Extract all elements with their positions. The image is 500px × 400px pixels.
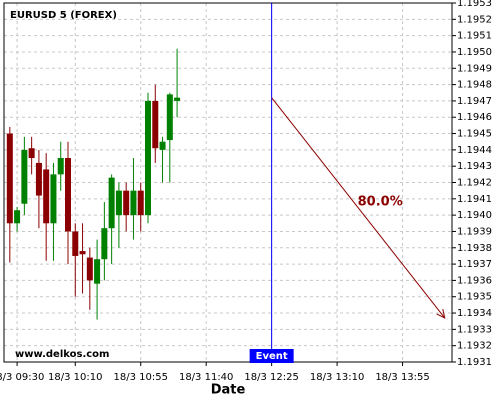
y-tick-label: 1.1931: [457, 357, 492, 368]
candle-body: [35, 162, 42, 196]
y-tick-label: 1.1936: [457, 275, 492, 286]
candle-body: [101, 228, 108, 260]
candle-body: [152, 100, 159, 149]
y-tick-label: 1.1933: [457, 324, 492, 335]
y-tick-label: 1.1948: [457, 80, 492, 91]
x-tick-label: 18/3 09:30: [0, 372, 44, 383]
event-box: [249, 349, 294, 363]
candle-body: [145, 100, 151, 216]
candle-body: [6, 133, 13, 224]
candle-body: [174, 97, 181, 101]
y-tick-label: 1.1934: [457, 308, 492, 319]
y-tick-label: 1.1950: [457, 47, 492, 58]
y-tick-label: 1.1947: [457, 96, 492, 107]
x-tick-label: 18/3 11:40: [179, 372, 233, 383]
candle-body: [72, 231, 79, 256]
y-tick-label: 1.1942: [457, 178, 492, 189]
candle-body: [43, 169, 50, 224]
y-tick-label: 1.1945: [457, 129, 492, 140]
candle-body: [166, 94, 173, 141]
y-tick-label: 1.1951: [457, 31, 492, 42]
x-tick-label: 18/3 12:25: [244, 372, 298, 383]
y-tick-label: 1.1939: [457, 226, 492, 237]
candle-body: [108, 177, 115, 229]
candle-body: [21, 149, 28, 204]
watermark: www.delkos.com: [15, 349, 109, 360]
plot-frame: [3, 2, 453, 363]
y-tick-label: 1.1937: [457, 259, 492, 270]
y-tick-label: 1.1938: [457, 243, 492, 254]
candle-body: [123, 190, 130, 216]
chart-title: EURUSD 5 (FOREX): [10, 10, 117, 21]
y-tick-label: 1.1953: [457, 0, 492, 9]
y-tick-label: 1.1940: [457, 210, 492, 221]
x-tick-label: 18/3 13:55: [375, 372, 429, 383]
y-tick-label: 1.1935: [457, 292, 492, 303]
y-tick-label: 1.1941: [457, 194, 492, 205]
candle-body: [137, 190, 144, 216]
y-tick-label: 1.1952: [457, 14, 492, 25]
y-tick-label: 1.1932: [457, 341, 492, 352]
y-tick-label: 1.1944: [457, 145, 492, 156]
candle-body: [14, 210, 21, 224]
x-tick-label: 18/3 10:55: [114, 372, 168, 383]
arrow-head: [436, 309, 446, 319]
x-axis-title: Date: [211, 383, 246, 398]
candle-body: [115, 190, 122, 216]
candle-body: [57, 158, 64, 175]
forecast-arrow: [271, 97, 446, 319]
candle-body: [28, 148, 35, 159]
candle-body: [50, 174, 57, 224]
arrow-label: 80.0%: [358, 194, 403, 209]
y-tick-label: 1.1946: [457, 112, 492, 123]
candle-body: [159, 141, 166, 150]
candle-body: [130, 190, 137, 216]
candle-body: [94, 259, 101, 284]
y-tick-label: 1.1943: [457, 161, 492, 172]
event-label: Event: [256, 351, 288, 362]
candle-body: [79, 251, 86, 255]
candle-body: [86, 257, 93, 281]
y-tick-label: 1.1949: [457, 63, 492, 74]
x-tick-label: 18/3 10:10: [48, 372, 102, 383]
candle-body: [65, 158, 71, 232]
x-tick-label: 18/3 13:10: [310, 372, 364, 383]
